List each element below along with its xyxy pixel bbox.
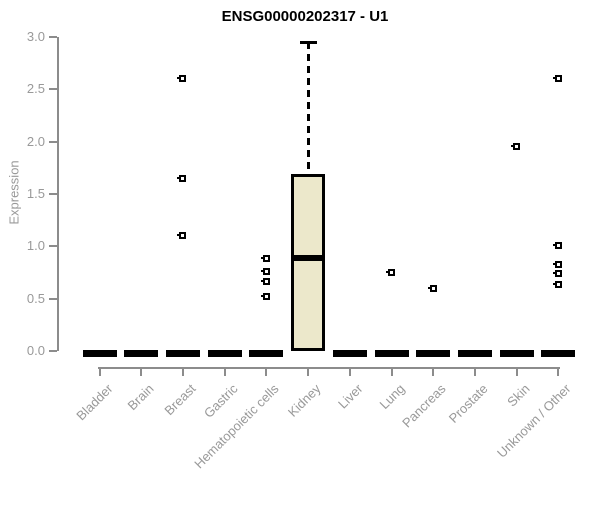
- x-tick: [140, 368, 143, 376]
- y-tick: [49, 245, 57, 248]
- y-tick: [49, 88, 57, 91]
- outlier-point: [177, 232, 187, 240]
- collapsed-box: [165, 350, 200, 357]
- x-tick: [348, 368, 351, 376]
- collapsed-box: [332, 350, 367, 357]
- chart-title: ENSG00000202317 - U1: [221, 8, 389, 25]
- collapsed-box: [499, 350, 534, 357]
- outlier-point: [552, 280, 562, 288]
- collapsed-box: [374, 350, 409, 357]
- outlier-point: [260, 255, 270, 263]
- whisker-cap: [299, 41, 317, 45]
- x-tick: [307, 368, 310, 376]
- x-tick: [557, 368, 560, 376]
- outlier-point: [177, 174, 187, 182]
- outlier-point: [260, 293, 270, 301]
- y-tick: [49, 350, 57, 352]
- y-tick-label: 1.5: [26, 185, 45, 201]
- y-axis-line: [57, 36, 59, 351]
- x-tick: [390, 368, 393, 376]
- y-tick-label: 3.0: [26, 28, 45, 44]
- outlier-point: [260, 278, 270, 286]
- y-tick-label: 0.0: [26, 343, 45, 358]
- collapsed-box: [207, 350, 242, 357]
- outlier-point: [552, 241, 562, 249]
- x-tick: [432, 368, 435, 376]
- outlier-point: [552, 75, 562, 83]
- collapsed-box: [82, 350, 117, 357]
- x-tick: [223, 368, 226, 376]
- collapsed-box: [541, 350, 576, 357]
- outlier-point: [386, 268, 396, 276]
- median-line: [294, 254, 323, 261]
- y-tick: [49, 35, 57, 38]
- outlier-point: [552, 270, 562, 278]
- x-tick: [515, 368, 518, 376]
- outlier-point: [177, 75, 187, 83]
- collapsed-box: [416, 350, 451, 357]
- whisker: [306, 42, 310, 175]
- y-tick: [49, 192, 57, 195]
- x-axis-line: [98, 367, 560, 369]
- collapsed-box: [124, 350, 159, 357]
- collapsed-box: [457, 350, 492, 357]
- outlier-point: [511, 143, 521, 151]
- outlier-point: [427, 284, 437, 292]
- y-tick: [49, 297, 57, 300]
- y-tick: [49, 140, 57, 143]
- y-tick-label: 2.0: [26, 133, 45, 149]
- outlier-point: [260, 267, 270, 275]
- y-tick-label: 0.5: [26, 290, 45, 306]
- x-tick: [98, 368, 101, 376]
- x-tick: [473, 368, 476, 376]
- collapsed-box: [249, 350, 284, 357]
- box: [291, 174, 326, 351]
- y-tick-label: 1.0: [26, 238, 45, 254]
- x-tick: [181, 368, 184, 376]
- outlier-point: [552, 260, 562, 268]
- y-tick-label: 2.5: [26, 81, 45, 97]
- x-tick: [265, 368, 268, 376]
